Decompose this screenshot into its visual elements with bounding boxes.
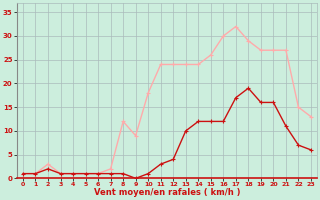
X-axis label: Vent moyen/en rafales ( km/h ): Vent moyen/en rafales ( km/h ) (94, 188, 240, 197)
